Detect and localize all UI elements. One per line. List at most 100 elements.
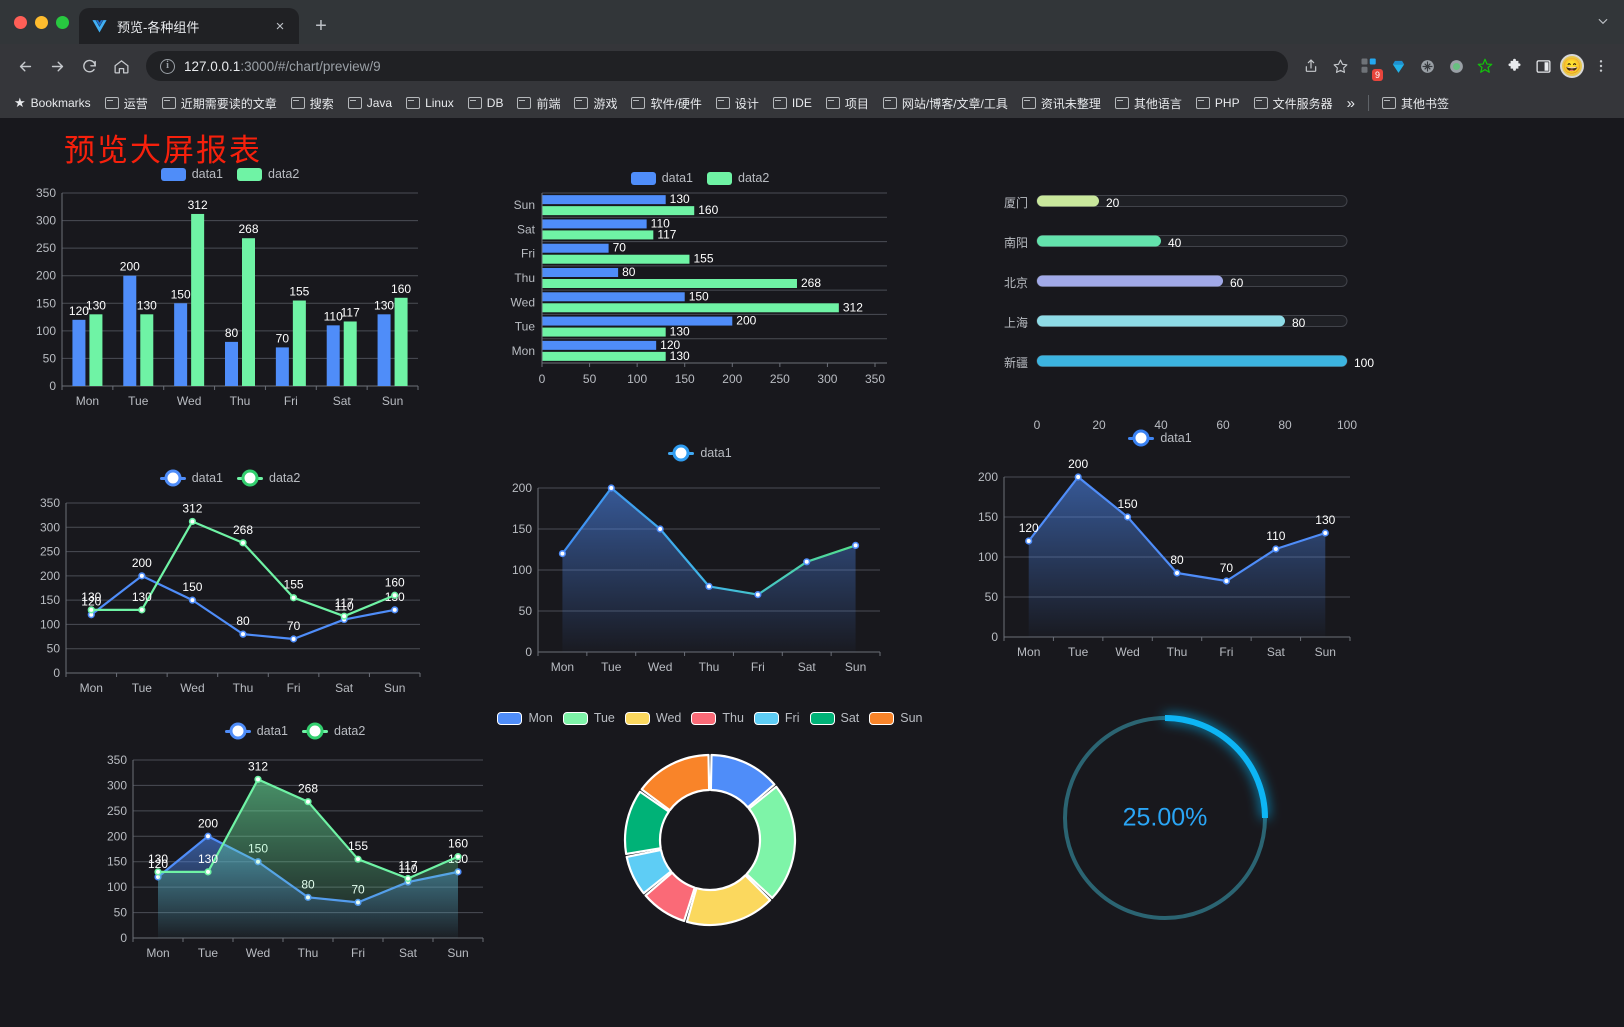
chart-text: Mon: [1017, 645, 1040, 659]
pie-slice[interactable]: [644, 871, 696, 923]
gauge-chart: 25.00%: [1030, 683, 1300, 953]
pie-slice[interactable]: [640, 753, 711, 812]
close-icon[interactable]: ×: [275, 17, 285, 35]
bookmark-star-icon[interactable]: [1327, 53, 1353, 79]
legend-item-data1[interactable]: data1: [224, 724, 288, 738]
bookmark-item[interactable]: 其他语言: [1109, 92, 1188, 115]
diamond-icon[interactable]: [1385, 53, 1411, 79]
bookmark-label: 项目: [844, 96, 869, 111]
legend-item-thu[interactable]: Thu: [691, 711, 744, 725]
bookmark-item[interactable]: 项目: [820, 92, 875, 115]
browser-tab[interactable]: 预览-各种组件 ×: [79, 8, 299, 44]
extension-badge-icon[interactable]: 9: [1356, 53, 1383, 81]
address-bar[interactable]: i 127.0.0.1:3000/#/chart/preview/9: [146, 51, 1288, 81]
close-window-button[interactable]: [14, 15, 27, 29]
bookmark-item[interactable]: 近期需要读的文章: [156, 92, 283, 115]
bar: [394, 297, 408, 386]
green-star-icon[interactable]: [1472, 53, 1498, 79]
chevron-down-icon[interactable]: [1596, 14, 1610, 31]
site-info-icon[interactable]: i: [160, 58, 175, 74]
progress-fill: [1037, 235, 1161, 247]
bookmark-label: 其他书签: [1400, 96, 1449, 111]
legend-item-mon[interactable]: Mon: [497, 711, 553, 725]
bookmark-item[interactable]: 设计: [710, 92, 765, 115]
legend-item-data1[interactable]: data1: [668, 446, 732, 460]
legend-item-tue[interactable]: Tue: [562, 711, 615, 725]
bookmark-label: 软件/硬件: [650, 96, 702, 111]
bookmark-item[interactable]: 网站/博客/文章/工具: [877, 92, 1014, 115]
legend-item-sun[interactable]: Sun: [869, 711, 923, 725]
puzzle-icon[interactable]: [1501, 53, 1527, 79]
legend-item-data1[interactable]: data1: [159, 471, 223, 485]
bar: [542, 316, 733, 326]
share-icon[interactable]: [1298, 53, 1324, 79]
chart-text: 130: [670, 325, 690, 339]
extension-badge-count: 9: [1371, 69, 1383, 81]
chart-text: 50: [47, 642, 61, 656]
bookmark-item[interactable]: 资讯未整理: [1016, 92, 1107, 115]
bookmark-item[interactable]: Java: [342, 93, 398, 113]
kebab-menu-icon[interactable]: [1588, 53, 1614, 79]
home-button[interactable]: [106, 51, 136, 81]
pie-slice[interactable]: [623, 790, 670, 856]
pie-slice[interactable]: [709, 753, 776, 809]
green-circle-icon[interactable]: [1443, 53, 1469, 79]
bookmark-label: 文件服务器: [1272, 96, 1333, 111]
new-tab-button[interactable]: +: [315, 14, 327, 37]
minimize-window-button[interactable]: [35, 15, 48, 29]
legend-swatch: [707, 171, 732, 185]
star-icon: ★: [14, 95, 26, 110]
bookmark-item[interactable]: DB: [462, 93, 510, 113]
pie-slice[interactable]: [685, 874, 772, 927]
progress-fill: [1037, 275, 1223, 287]
bookmark-item[interactable]: 运营: [99, 92, 154, 115]
legend-item-data2[interactable]: data2: [237, 471, 300, 485]
legend-item-fri[interactable]: Fri: [753, 711, 800, 725]
chart-text: 200: [40, 569, 60, 583]
legend-item-data1[interactable]: data1: [1128, 431, 1192, 445]
bookmark-item[interactable]: 搜索: [285, 92, 340, 115]
bookmark-item[interactable]: 文件服务器: [1248, 92, 1339, 115]
legend-item-data2[interactable]: data2: [707, 171, 769, 185]
cloudflare-icon[interactable]: [1414, 53, 1440, 79]
forward-button[interactable]: [42, 51, 72, 81]
bookmarks-overflow-button[interactable]: »: [1346, 94, 1355, 112]
bookmark-item[interactable]: PHP: [1190, 93, 1246, 113]
chart-text: Tue: [198, 946, 219, 960]
legend-item-data2[interactable]: data2: [302, 724, 365, 738]
data-point: [607, 484, 615, 492]
other-bookmarks-item[interactable]: 其他书签: [1376, 92, 1455, 115]
legend-item-data1[interactable]: data1: [160, 167, 223, 181]
legend-item-sat[interactable]: Sat: [809, 711, 860, 725]
bookmark-item[interactable]: Linux: [400, 93, 460, 113]
legend-label: Sat: [840, 711, 860, 725]
chart-text: 350: [36, 186, 56, 200]
chart-text: 117: [341, 305, 360, 319]
bookmark-item[interactable]: 软件/硬件: [625, 92, 707, 115]
bookmark-label: 网站/博客/文章/工具: [901, 96, 1008, 111]
chart-text: Fri: [284, 394, 298, 408]
chart-text: 100: [627, 372, 647, 386]
bookmark-item[interactable]: 游戏: [568, 92, 623, 115]
bookmark-item[interactable]: ★ Bookmarks: [8, 92, 97, 114]
back-button[interactable]: [10, 51, 40, 81]
maximize-window-button[interactable]: [56, 15, 69, 29]
reload-button[interactable]: [74, 51, 104, 81]
chart-text: Wed: [177, 394, 201, 408]
avatar[interactable]: 😄: [1559, 53, 1585, 79]
sidepanel-icon[interactable]: [1530, 53, 1556, 79]
legend-item-data1[interactable]: data1: [630, 171, 693, 185]
folder-icon: [467, 97, 482, 109]
chart-text: 120: [81, 595, 101, 609]
chart-text: 40: [1154, 418, 1168, 432]
chart-text: 350: [40, 496, 60, 510]
legend-item-wed[interactable]: Wed: [624, 711, 681, 725]
pie-slice[interactable]: [745, 785, 797, 900]
bookmark-item[interactable]: IDE: [767, 93, 818, 113]
chart-text: 160: [391, 282, 411, 296]
bookmark-label: 资讯未整理: [1040, 96, 1101, 111]
pie-slice[interactable]: [625, 848, 673, 895]
legend-item-data2[interactable]: data2: [237, 167, 299, 181]
bookmark-item[interactable]: 前端: [511, 92, 566, 115]
chart-text: 50: [985, 590, 999, 604]
